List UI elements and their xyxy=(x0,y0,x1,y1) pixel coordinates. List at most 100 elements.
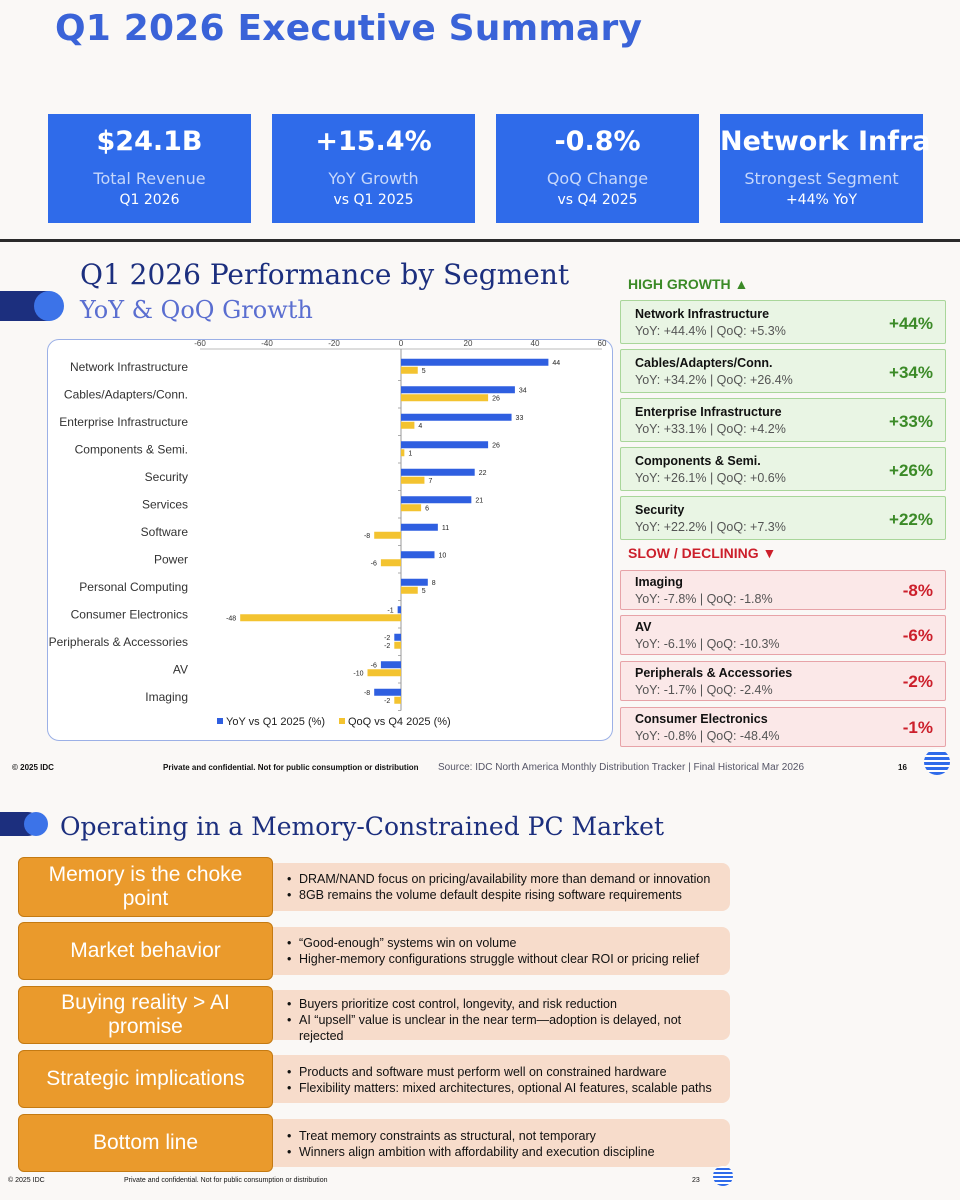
data-label: 11 xyxy=(442,525,449,532)
segment-card: Security YoY: +22.2% | QoQ: +7.3% +22% xyxy=(620,496,946,540)
kpi-label: QoQ Change xyxy=(546,169,649,188)
chart-frame xyxy=(47,339,613,741)
segment-card: Components & Semi. YoY: +26.1% | QoQ: +0… xyxy=(620,447,946,491)
segment-card: AV YoY: -6.1% | QoQ: -10.3% -6% xyxy=(620,615,946,655)
qoq-bar xyxy=(394,641,401,649)
segment-card: Enterprise Infrastructure YoY: +33.1% | … xyxy=(620,398,946,442)
qoq-bar xyxy=(401,449,405,457)
insight-bullet: Higher-memory configurations struggle wi… xyxy=(299,952,700,966)
kpi-sub: vs Q1 2025 xyxy=(333,192,414,208)
data-label: -48 xyxy=(226,615,236,622)
insight-body: Treat memory constraints as structural, … xyxy=(273,1119,730,1167)
data-label: -2 xyxy=(384,643,390,650)
insight-header: Memory is the choke point xyxy=(18,857,273,917)
x-tick-label: -20 xyxy=(328,339,340,348)
segment-pct: +44% xyxy=(889,314,933,333)
kpi-label: Strongest Segment xyxy=(744,169,899,188)
kpi-sub: +44% YoY xyxy=(785,192,858,208)
segment-card: Cables/Adapters/Conn. YoY: +34.2% | QoQ:… xyxy=(620,349,946,393)
data-label: 7 xyxy=(428,478,432,485)
yoy-bar xyxy=(397,606,401,614)
category-label: Personal Computing xyxy=(79,580,188,594)
kpi-label: YoY Growth xyxy=(328,169,419,188)
insight-bullet: Flexibility matters: mixed architectures… xyxy=(299,1081,712,1095)
slide-title: Q1 2026 Performance by Segment xyxy=(80,258,570,291)
segment-pct: -8% xyxy=(902,581,933,600)
category-label: AV xyxy=(173,662,188,676)
kpi-card-strongest: Network Infra Strongest Segment +44% YoY xyxy=(720,114,931,223)
yoy-bar xyxy=(401,441,489,449)
kpi-label: Total Revenue xyxy=(93,169,206,188)
yoy-bar xyxy=(401,496,472,504)
footer-copyright: © 2025 IDC xyxy=(12,763,54,772)
kpi-card-revenue: $24.1B Total Revenue Q1 2026 xyxy=(48,114,251,223)
insight-header: Market behavior xyxy=(18,922,273,980)
qoq-bar xyxy=(401,504,422,512)
footer-confidential: Private and confidential. Not for public… xyxy=(124,1177,328,1184)
segment-detail: YoY: +26.1% | QoQ: +0.6% xyxy=(635,471,786,485)
yoy-bar xyxy=(394,633,401,641)
data-label: 34 xyxy=(519,387,527,394)
insight-bullet: 8GB remains the volume default despite r… xyxy=(299,888,682,902)
insight-bullet: “Good-enough” systems win on volume xyxy=(299,936,517,950)
yoy-bar xyxy=(374,688,401,696)
idc-logo-icon xyxy=(713,1166,733,1186)
insight-header: Bottom line xyxy=(18,1114,273,1172)
segment-detail: YoY: -1.7% | QoQ: -2.4% xyxy=(635,683,773,697)
data-label: -1 xyxy=(387,607,393,614)
data-label: -2 xyxy=(384,635,390,642)
category-label: Imaging xyxy=(145,690,188,704)
category-label: Enterprise Infrastructure xyxy=(59,415,188,429)
kpi-sub: vs Q4 2025 xyxy=(557,192,638,208)
data-label: -8 xyxy=(364,690,370,697)
data-label: 1 xyxy=(408,450,412,457)
x-tick-label: 20 xyxy=(464,339,473,348)
qoq-bar xyxy=(380,559,401,567)
footer-confidential: Private and confidential. Not for public… xyxy=(163,763,419,772)
x-tick-label: -60 xyxy=(194,339,206,348)
segment-pct: +22% xyxy=(889,510,933,529)
yoy-bar xyxy=(401,468,475,476)
insight-bullet: Winners align ambition with affordabilit… xyxy=(299,1145,655,1159)
section-divider xyxy=(0,239,960,242)
kpi-sub: Q1 2026 xyxy=(119,192,180,208)
kpi-value: +15.4% xyxy=(315,126,432,157)
insight-bullet: DRAM/NAND focus on pricing/availability … xyxy=(299,872,711,886)
insight-bullet: AI “upsell” value is unclear in the near… xyxy=(299,1013,682,1044)
slide-title: Operating in a Memory-Constrained PC Mar… xyxy=(60,812,665,841)
segment-name: Peripherals & Accessories xyxy=(635,666,793,680)
category-label: Peripherals & Accessories xyxy=(49,635,188,649)
data-label: 26 xyxy=(492,442,500,449)
insight-bullet: Products and software must perform well … xyxy=(299,1065,667,1079)
data-label: 10 xyxy=(439,552,447,559)
category-label: Cables/Adapters/Conn. xyxy=(64,387,188,401)
segment-pct: +33% xyxy=(889,412,933,431)
insight-body: DRAM/NAND focus on pricing/availability … xyxy=(273,863,730,911)
x-tick-label: -40 xyxy=(261,339,273,348)
segment-detail: YoY: +44.4% | QoQ: +5.3% xyxy=(635,324,786,338)
yoy-bar xyxy=(380,661,401,669)
segment-name: Consumer Electronics xyxy=(635,712,768,726)
data-label: 8 xyxy=(432,580,436,587)
category-label: Services xyxy=(142,497,188,511)
data-label: 21 xyxy=(475,497,483,504)
qoq-bar xyxy=(401,586,418,594)
footer-copyright: © 2025 IDC xyxy=(8,1177,45,1184)
legend-label: YoY vs Q1 2025 (%) xyxy=(226,716,325,728)
yoy-bar xyxy=(401,523,438,531)
category-label: Software xyxy=(141,525,189,539)
idc-logo-icon xyxy=(924,749,950,775)
segment-name: Enterprise Infrastructure xyxy=(635,405,782,419)
data-label: 4 xyxy=(418,423,422,430)
category-label: Components & Semi. xyxy=(75,442,188,456)
legend-label: QoQ vs Q4 2025 (%) xyxy=(348,716,451,728)
accent-dot xyxy=(34,291,64,321)
segment-name: Cables/Adapters/Conn. xyxy=(635,356,773,370)
data-label: 5 xyxy=(422,588,426,595)
segment-detail: YoY: -0.8% | QoQ: -48.4% xyxy=(635,729,780,743)
segment-name: Security xyxy=(635,503,685,517)
insight-body: “Good-enough” systems win on volume High… xyxy=(273,927,730,975)
data-label: -8 xyxy=(364,533,370,540)
segment-pct: -1% xyxy=(902,718,933,737)
